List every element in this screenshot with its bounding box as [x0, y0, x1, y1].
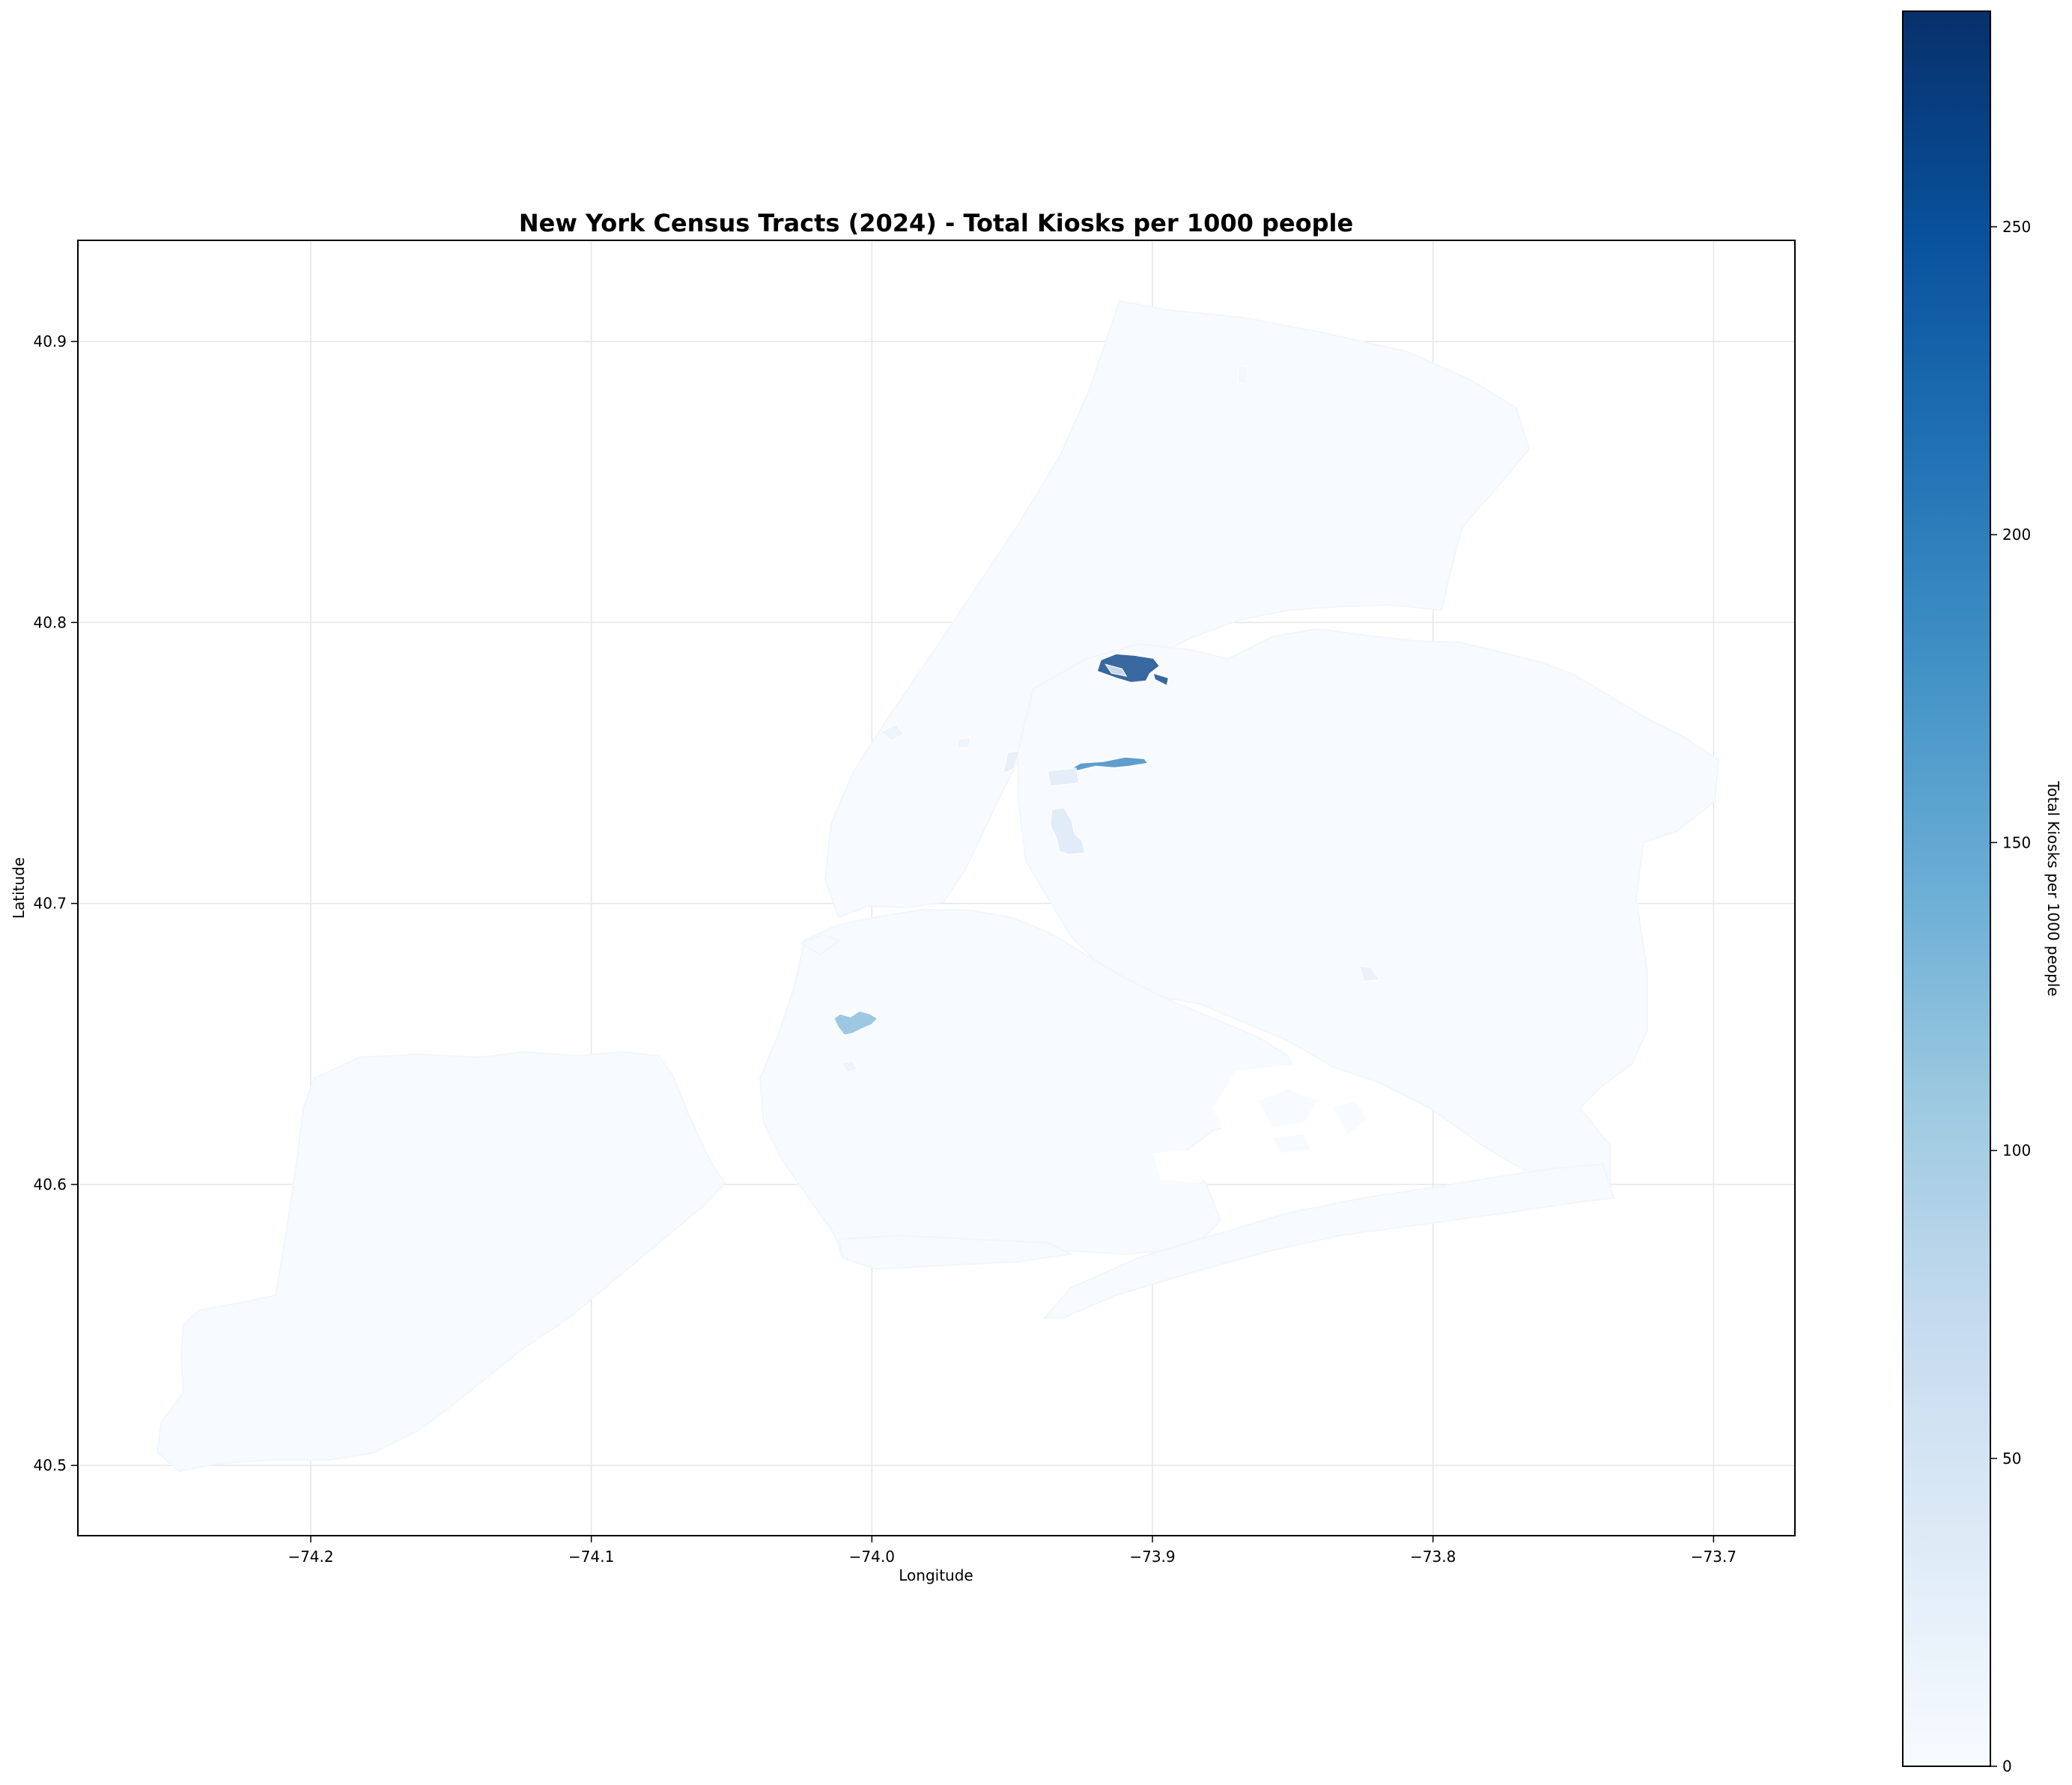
colorbar-tick-label: 100 [2002, 1142, 2031, 1160]
x-tick-label: −74.1 [568, 1548, 614, 1566]
colorbar-label: Total Kiosks per 1000 people [2044, 780, 2062, 996]
y-axis-ticks: 40.5 40.6 40.7 40.8 40.9 [33, 332, 78, 1474]
y-tick-label: 40.7 [33, 895, 67, 913]
tract-4 [1047, 767, 1080, 787]
colorbar-tick-label: 150 [2002, 833, 2031, 851]
coney-island-area [837, 1234, 1074, 1271]
y-tick-label: 40.5 [33, 1456, 67, 1474]
y-axis-label: Latitude [10, 857, 28, 919]
tract-9 [956, 737, 971, 749]
tract-11 [1237, 365, 1248, 383]
y-tick-label: 40.9 [33, 332, 67, 350]
y-tick-label: 40.8 [33, 613, 67, 631]
colorbar-ticks: 0 50 100 150 200 250 [1990, 218, 2031, 1775]
x-tick-label: −74.0 [849, 1548, 895, 1566]
tract-5 [1003, 750, 1021, 774]
x-tick-label: −73.7 [1691, 1548, 1737, 1566]
x-axis-label: Longitude [899, 1566, 973, 1584]
x-tick-label: −74.2 [288, 1548, 333, 1566]
chart-title: New York Census Tracts (2024) - Total Ki… [519, 209, 1353, 237]
colorbar-tick-label: 200 [2002, 526, 2031, 544]
highlighted-tracts [833, 365, 1380, 1073]
y-tick-label: 40.6 [33, 1176, 67, 1193]
colorbar-tick-label: 50 [2002, 1450, 2021, 1468]
staten-island-area [156, 1050, 726, 1473]
tract-10 [1105, 663, 1128, 677]
nyc-landmass [156, 299, 1720, 1473]
colorbar-tick-label: 0 [2002, 1757, 2012, 1775]
tract-3 [1050, 807, 1086, 855]
rockaway-area [1042, 1163, 1615, 1319]
governors-island-area [799, 933, 841, 956]
x-axis-ticks: −74.2 −74.1 −74.0 −73.9 −73.8 −73.7 [288, 1536, 1737, 1566]
tract-6 [1358, 965, 1380, 982]
tract-2 [833, 1010, 878, 1036]
tract-1 [1072, 756, 1149, 771]
colorbar-tick-label: 250 [2002, 218, 2031, 236]
x-tick-label: −73.9 [1129, 1548, 1175, 1566]
axes-frame [77, 240, 1796, 1536]
queens-area [1018, 627, 1720, 1199]
jamaica-bay-marsh-islands [1258, 1089, 1367, 1153]
tract-0 [1096, 653, 1169, 687]
x-tick-label: −73.8 [1410, 1548, 1456, 1566]
tract-8 [841, 1059, 858, 1073]
colorbar [1902, 10, 1991, 1767]
tract-7 [880, 723, 905, 742]
